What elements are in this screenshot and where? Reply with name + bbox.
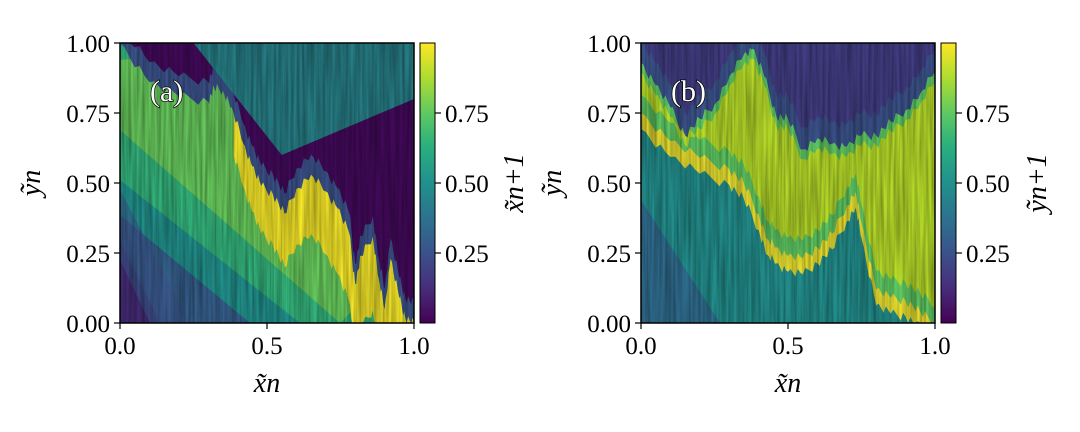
colorbar-tick-label-b-1: 0.50	[966, 171, 1010, 198]
x-tick-label-b-2: 1.0	[919, 333, 950, 360]
panel-b: 0.0 0.5 1.0 0.00 0.25 0.50 0.75 1.00 (b) x̃n ỹn…	[537, 31, 1053, 399]
colorbar-tick-label-b-0: 0.25	[966, 241, 1010, 268]
colorbar-tick-label-a-0: 0.25	[445, 241, 489, 268]
y-tick-label-a-2: 0.50	[66, 171, 110, 198]
axes-a-xlabel: x̃n	[253, 368, 280, 399]
colorbar-b-ticks: 0.25 0.50 0.75	[956, 101, 1010, 268]
panel-a-letter: (a)	[150, 75, 183, 108]
y-tick-label-a-0: 0.00	[66, 311, 110, 338]
y-tick-label-b-1: 0.25	[587, 241, 631, 268]
colorbar-b	[940, 42, 957, 324]
panel-b-letter: (b)	[671, 75, 706, 108]
axes-a-ticks: 0.0 0.5 1.0 0.00 0.25 0.50 0.75 1.00	[66, 31, 429, 360]
colorbar-tick-label-a-1: 0.50	[445, 171, 489, 198]
axes-b-xlabel: x̃n	[774, 368, 801, 399]
colorbar-tick-label-a-2: 0.75	[445, 101, 489, 128]
x-tick-label-a-2: 1.0	[398, 333, 429, 360]
heatmap-a	[120, 43, 414, 323]
y-tick-label-b-0: 0.00	[587, 311, 631, 338]
axes-a-ylabel: ỹn	[16, 170, 47, 199]
heatmap-a-texture	[120, 43, 414, 323]
colorbar-a-label: x̃n+1	[499, 153, 530, 213]
panel-a: 0.0 0.5 1.0 0.00 0.25 0.50 0.75 1.00 (a) x̃n ỹn…	[16, 31, 530, 399]
heatmap-b	[641, 43, 935, 323]
x-tick-label-a-0: 0.0	[104, 333, 135, 360]
colorbar-tick-label-b-2: 0.75	[966, 101, 1010, 128]
x-tick-label-b-0: 0.0	[625, 333, 656, 360]
y-tick-label-a-1: 0.25	[66, 241, 110, 268]
axes-b-ylabel: ỹn	[537, 170, 568, 199]
y-tick-label-b-2: 0.50	[587, 171, 631, 198]
axes-b-ticks: 0.0 0.5 1.0 0.00 0.25 0.50 0.75 1.00	[587, 31, 950, 360]
x-tick-label-b-1: 0.5	[772, 333, 803, 360]
y-tick-label-a-3: 0.75	[66, 101, 110, 128]
y-tick-label-b-4: 1.00	[587, 31, 631, 58]
x-tick-label-a-1: 0.5	[251, 333, 282, 360]
colorbar-a	[419, 42, 436, 324]
heatmap-b-texture	[641, 43, 935, 323]
colorbar-b-label: ỹn+1	[1022, 153, 1053, 215]
colorbar-a-ticks: 0.25 0.50 0.75	[435, 101, 489, 268]
y-tick-label-b-3: 0.75	[587, 101, 631, 128]
y-tick-label-a-4: 1.00	[66, 31, 110, 58]
